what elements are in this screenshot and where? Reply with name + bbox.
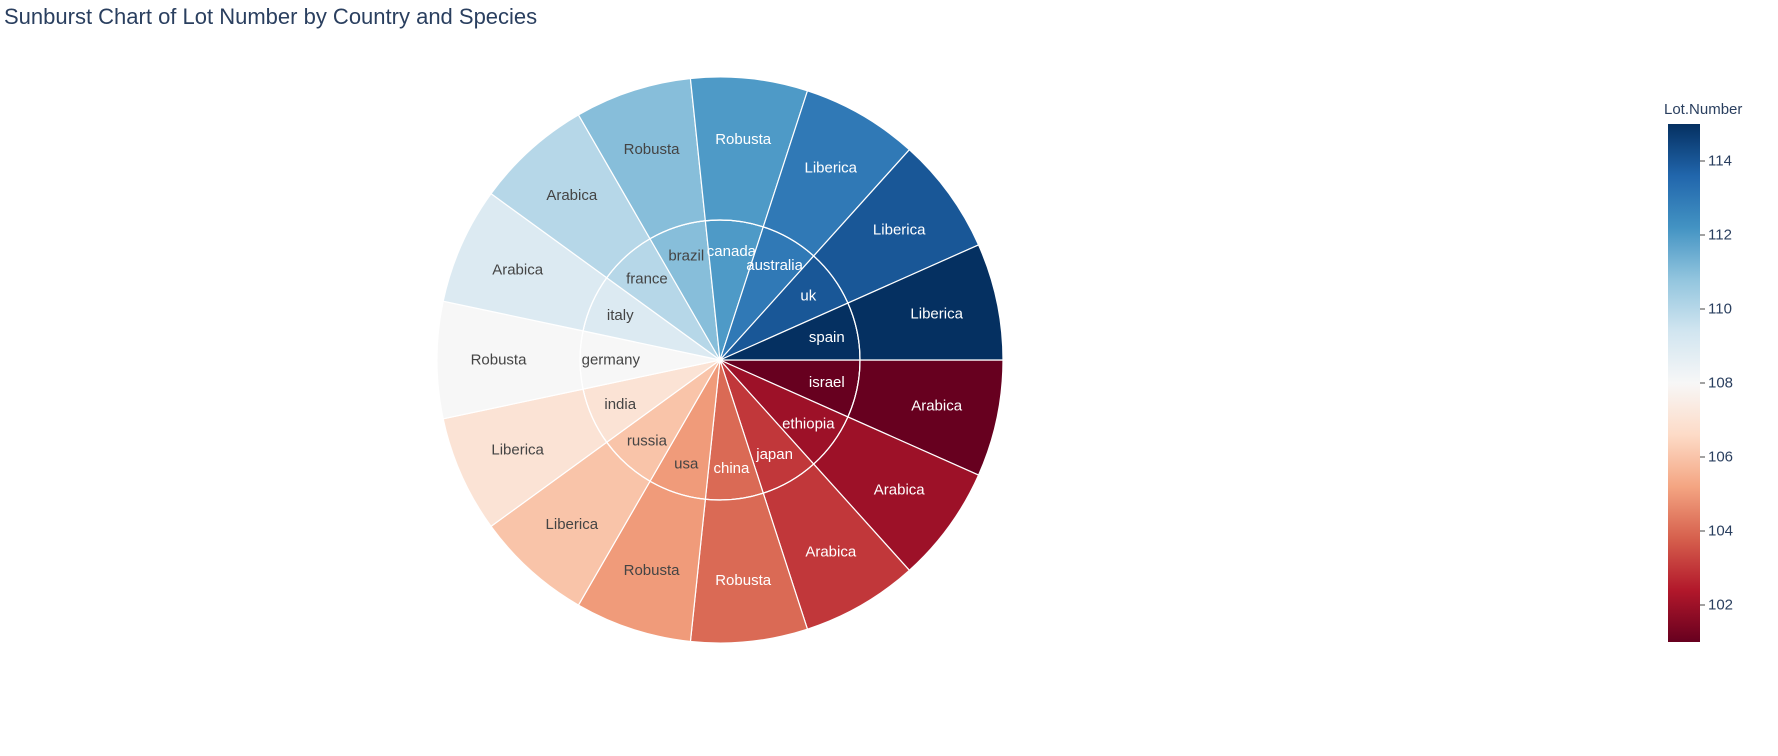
sunburst-label-russia-liberica: Liberica bbox=[546, 516, 599, 533]
colorbar-tick-label: 110 bbox=[1708, 301, 1732, 318]
sunburst-label-italy: italy bbox=[607, 307, 634, 324]
sunburst-label-india: india bbox=[604, 396, 636, 413]
sunburst-label-spain-liberica: Liberica bbox=[910, 305, 963, 322]
sunburst-label-japan-arabica: Arabica bbox=[805, 543, 857, 560]
sunburst-label-australia: australia bbox=[746, 257, 803, 274]
sunburst-label-brazil: brazil bbox=[668, 248, 704, 265]
sunburst-label-france-arabica: Arabica bbox=[546, 187, 598, 204]
chart-title: Sunburst Chart of Lot Number by Country … bbox=[4, 4, 538, 29]
sunburst-label-usa-robusta: Robusta bbox=[624, 562, 681, 579]
colorbar-tick-label: 106 bbox=[1708, 449, 1733, 466]
colorbar-tick-label: 104 bbox=[1708, 523, 1733, 540]
sunburst-label-canada: canada bbox=[707, 243, 757, 260]
sunburst-inner-ring bbox=[579, 219, 861, 501]
sunburst-label-ethiopia: ethiopia bbox=[782, 416, 835, 433]
sunburst-label-spain: spain bbox=[809, 329, 845, 346]
sunburst-chart: israel Arabica ethiopia Arabica japan Arabica… bbox=[443, 77, 1003, 643]
sunburst-label-uk: uk bbox=[800, 287, 816, 304]
sunburst-label-china-robusta: Robusta bbox=[715, 572, 772, 589]
sunburst-label-japan: japan bbox=[755, 446, 793, 463]
sunburst-label-india-liberica: Liberica bbox=[491, 442, 544, 459]
sunburst-label-france: france bbox=[626, 270, 668, 287]
sunburst-label-italy-arabica: Arabica bbox=[492, 261, 544, 278]
colorbar-gradient bbox=[1668, 124, 1700, 642]
sunburst-label-usa: usa bbox=[674, 455, 699, 472]
sunburst-label-israel-arabica: Arabica bbox=[911, 398, 963, 415]
sunburst-label-israel: israel bbox=[809, 374, 845, 391]
colorbar-tick-label: 108 bbox=[1708, 375, 1733, 392]
sunburst-label-ethiopia-arabica: Arabica bbox=[874, 482, 926, 499]
colorbar-tick-label: 112 bbox=[1708, 227, 1732, 244]
colorbar-title: Lot.Number bbox=[1664, 101, 1742, 118]
sunburst-label-germany: germany bbox=[582, 352, 641, 369]
sunburst-label-canada-robusta: Robusta bbox=[715, 131, 772, 148]
colorbar: Lot.Number 102 104 106 108 110 112 114 bbox=[1664, 101, 1742, 642]
sunburst-label-uk-liberica: Liberica bbox=[873, 221, 926, 238]
sunburst-label-china: china bbox=[713, 460, 750, 477]
sunburst-label-brazil-robusta: Robusta bbox=[624, 141, 681, 158]
colorbar-tick-label: 114 bbox=[1708, 153, 1732, 170]
sunburst-label-australia-liberica: Liberica bbox=[804, 160, 857, 177]
sunburst-label-russia: russia bbox=[627, 433, 668, 450]
sunburst-label-germany-robusta: Robusta bbox=[471, 352, 528, 369]
colorbar-tick-label: 102 bbox=[1708, 597, 1733, 614]
